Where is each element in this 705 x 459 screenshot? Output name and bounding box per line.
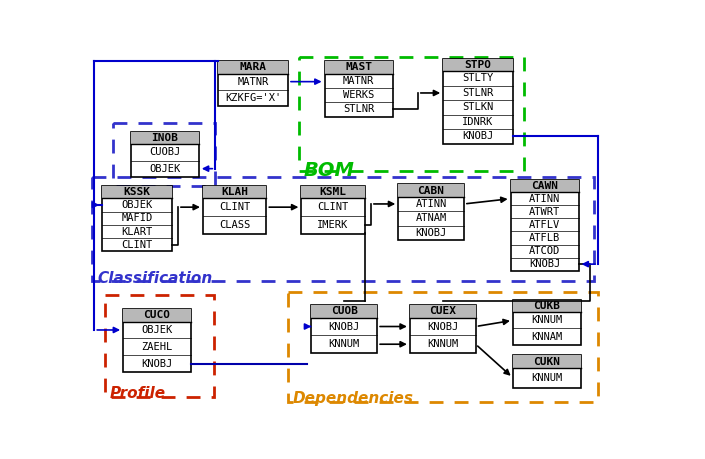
Text: KNOBJ: KNOBJ bbox=[427, 321, 458, 331]
Text: STLNR: STLNR bbox=[462, 88, 493, 98]
Bar bbox=[299, 56, 524, 171]
Text: ATINN: ATINN bbox=[529, 194, 560, 204]
Bar bbox=[513, 300, 581, 312]
Text: Dependencies: Dependencies bbox=[293, 391, 414, 406]
Bar bbox=[324, 61, 393, 73]
Bar bbox=[513, 355, 581, 368]
Bar bbox=[301, 186, 364, 234]
Text: CLINT: CLINT bbox=[317, 202, 349, 212]
Bar bbox=[130, 132, 199, 177]
Text: CAWN: CAWN bbox=[531, 181, 558, 191]
Text: KNOBJ: KNOBJ bbox=[329, 321, 360, 331]
Text: KNOBJ: KNOBJ bbox=[462, 131, 493, 141]
Bar bbox=[510, 180, 579, 192]
Text: STLKN: STLKN bbox=[462, 102, 493, 112]
Text: Profile: Profile bbox=[110, 386, 166, 401]
Text: IMERK: IMERK bbox=[317, 220, 349, 230]
Text: OBJEK: OBJEK bbox=[149, 164, 180, 174]
Text: CUCO: CUCO bbox=[144, 310, 171, 320]
Bar bbox=[219, 61, 288, 73]
Text: WERKS: WERKS bbox=[343, 90, 374, 100]
Text: MAST: MAST bbox=[345, 62, 372, 73]
Bar bbox=[312, 305, 377, 318]
Text: KNNUM: KNNUM bbox=[532, 315, 563, 325]
Text: KNOBJ: KNOBJ bbox=[415, 228, 447, 238]
Bar bbox=[130, 132, 199, 145]
Bar bbox=[105, 295, 214, 397]
Bar bbox=[410, 305, 476, 318]
Text: MATNR: MATNR bbox=[238, 77, 269, 87]
Bar bbox=[312, 305, 377, 353]
Text: STLNR: STLNR bbox=[343, 105, 374, 114]
Text: ATWRT: ATWRT bbox=[529, 207, 560, 217]
Bar bbox=[113, 123, 215, 186]
Text: Classification: Classification bbox=[97, 271, 213, 285]
Bar bbox=[398, 185, 464, 197]
Text: ATCOD: ATCOD bbox=[529, 246, 560, 256]
Text: CUKN: CUKN bbox=[534, 357, 560, 367]
Text: STPO: STPO bbox=[465, 60, 491, 70]
Bar bbox=[513, 355, 581, 388]
Text: CLASS: CLASS bbox=[219, 220, 250, 230]
Bar bbox=[443, 59, 513, 71]
Bar bbox=[301, 186, 364, 198]
Text: CUOB: CUOB bbox=[331, 307, 357, 317]
Text: KNOBJ: KNOBJ bbox=[529, 259, 560, 269]
Text: ATFLV: ATFLV bbox=[529, 220, 560, 230]
Text: KSML: KSML bbox=[319, 187, 347, 197]
Text: ATINN: ATINN bbox=[415, 199, 447, 209]
Text: OBJEK: OBJEK bbox=[142, 325, 173, 335]
Bar bbox=[219, 61, 288, 106]
Text: KNNUM: KNNUM bbox=[532, 373, 563, 383]
Text: INOB: INOB bbox=[152, 133, 178, 143]
Text: CABN: CABN bbox=[417, 185, 445, 196]
Text: MARA: MARA bbox=[240, 62, 266, 73]
Text: ATNAM: ATNAM bbox=[415, 213, 447, 224]
Bar bbox=[410, 305, 476, 353]
Bar bbox=[513, 300, 581, 345]
Bar bbox=[203, 186, 266, 198]
Text: KLAH: KLAH bbox=[221, 187, 248, 197]
Text: KNOBJ: KNOBJ bbox=[142, 359, 173, 369]
Text: ATFLB: ATFLB bbox=[529, 233, 560, 243]
Text: STLTY: STLTY bbox=[462, 73, 493, 84]
Text: CUEX: CUEX bbox=[429, 307, 456, 317]
Bar bbox=[510, 180, 579, 271]
Bar bbox=[92, 177, 594, 281]
Bar bbox=[123, 309, 191, 321]
Text: ZAEHL: ZAEHL bbox=[142, 342, 173, 352]
Text: KSSK: KSSK bbox=[123, 187, 150, 197]
Bar bbox=[102, 186, 172, 198]
Text: BOM: BOM bbox=[304, 162, 355, 180]
Bar bbox=[123, 309, 191, 372]
Bar bbox=[443, 59, 513, 144]
Text: MATNR: MATNR bbox=[343, 76, 374, 86]
Text: CLINT: CLINT bbox=[219, 202, 250, 212]
Text: KLART: KLART bbox=[121, 226, 152, 236]
Text: KNNAM: KNNAM bbox=[532, 331, 563, 341]
Text: IDNRK: IDNRK bbox=[462, 117, 493, 127]
Bar bbox=[203, 186, 266, 234]
Text: CUOBJ: CUOBJ bbox=[149, 147, 180, 157]
Text: CUKB: CUKB bbox=[534, 301, 560, 311]
Text: CLINT: CLINT bbox=[121, 240, 152, 250]
Bar bbox=[288, 292, 598, 402]
Text: KNNUM: KNNUM bbox=[329, 339, 360, 349]
Text: MAFID: MAFID bbox=[121, 213, 152, 223]
Bar bbox=[398, 185, 464, 240]
Text: KNNUM: KNNUM bbox=[427, 339, 458, 349]
Bar bbox=[324, 61, 393, 117]
Bar bbox=[102, 186, 172, 252]
Text: OBJEK: OBJEK bbox=[121, 200, 152, 210]
Text: KZKFG='X': KZKFG='X' bbox=[225, 93, 281, 103]
